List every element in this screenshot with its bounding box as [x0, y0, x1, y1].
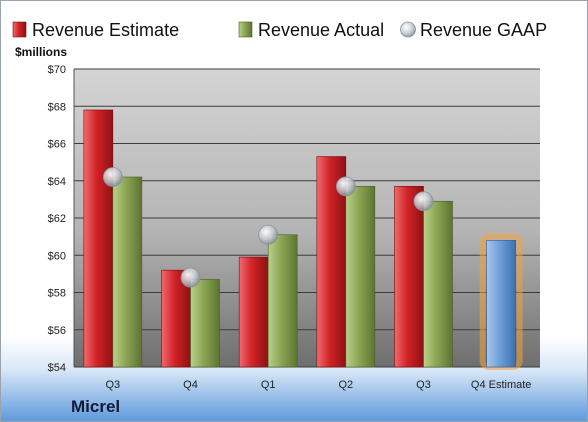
y-axis: $54 $56 $58 $60 $62 $64 $66 $68 $70 [48, 64, 75, 374]
bar-revenue-estimate [394, 186, 424, 368]
bar-revenue-actual [345, 186, 376, 368]
bar-revenue-estimate [83, 109, 114, 368]
x-tick-label: Q3 [105, 379, 120, 391]
legend-swatch-gaap [400, 21, 416, 38]
y-tick-label: $70 [48, 64, 66, 76]
y-tick-label: $68 [48, 101, 66, 113]
legend-label: Revenue Estimate [32, 20, 179, 40]
legend-swatch-actual [238, 21, 253, 38]
y-axis-unit-label: $millions [15, 45, 67, 59]
x-tick-label: Q4 [183, 379, 198, 391]
bar-revenue-estimate [238, 256, 269, 368]
x-tick-label: Q1 [261, 379, 276, 391]
legend-label: Revenue Actual [258, 20, 384, 40]
x-tick-label: Q3 [416, 379, 431, 391]
bar-revenue-actual [267, 234, 298, 368]
x-axis: Q3 Q4 Q1 Q2 Q3 Q4 Estimate [105, 379, 531, 391]
y-tick-label: $60 [48, 250, 66, 262]
legend-swatch-estimate [12, 21, 27, 38]
marker-revenue-gaap [335, 176, 356, 197]
marker-revenue-gaap [180, 267, 201, 288]
x-tick-label: Q4 Estimate [471, 379, 532, 391]
bar-forecast-estimate [486, 240, 516, 368]
legend-label: Revenue GAAP [420, 20, 547, 40]
marker-revenue-gaap [102, 167, 123, 187]
y-tick-label: $54 [48, 362, 66, 374]
y-tick-label: $58 [48, 288, 66, 300]
marker-revenue-gaap [413, 191, 434, 212]
y-tick-label: $66 [48, 139, 66, 151]
marker-revenue-gaap [258, 224, 279, 245]
company-name: Micrel [71, 397, 121, 416]
bar-revenue-actual [190, 279, 220, 368]
grid-lines [74, 68, 540, 368]
y-tick-label: $64 [48, 176, 66, 188]
bar-revenue-actual [423, 200, 453, 368]
y-tick-label: $62 [48, 213, 66, 225]
x-tick-label: Q2 [338, 379, 353, 391]
y-tick-label: $56 [48, 325, 66, 337]
bar-revenue-estimate [161, 269, 191, 368]
bars [83, 109, 523, 370]
legend: Revenue Estimate Revenue Actual Revenue GA… [12, 20, 547, 40]
bar-revenue-actual [112, 176, 143, 368]
